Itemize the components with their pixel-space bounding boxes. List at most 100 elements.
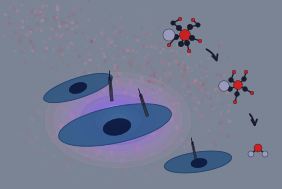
- Point: [146, 80, 150, 83]
- Point: [88, 52, 92, 55]
- Point: [150, 90, 155, 93]
- Point: [109, 153, 114, 156]
- Polygon shape: [191, 138, 193, 145]
- Point: [108, 179, 113, 182]
- Point: [214, 98, 218, 101]
- Point: [179, 74, 184, 77]
- Point: [185, 66, 189, 69]
- Point: [144, 174, 148, 177]
- Point: [141, 32, 145, 35]
- Point: [101, 52, 105, 55]
- Ellipse shape: [45, 73, 191, 167]
- Point: [30, 7, 35, 10]
- Point: [70, 77, 74, 81]
- Point: [193, 78, 197, 81]
- Ellipse shape: [89, 101, 147, 139]
- Point: [54, 133, 59, 136]
- Point: [203, 88, 207, 91]
- Point: [58, 36, 62, 39]
- Point: [34, 21, 39, 24]
- Point: [63, 157, 67, 160]
- Point: [49, 93, 54, 96]
- Point: [142, 89, 147, 92]
- Point: [110, 40, 114, 43]
- Point: [126, 31, 131, 34]
- Point: [68, 32, 73, 35]
- Polygon shape: [138, 89, 142, 98]
- Point: [160, 145, 165, 148]
- Point: [39, 18, 43, 21]
- Point: [137, 88, 142, 91]
- Point: [29, 9, 34, 12]
- Point: [120, 93, 124, 96]
- Point: [103, 59, 108, 62]
- Point: [74, 30, 78, 33]
- Point: [163, 70, 167, 73]
- Point: [64, 23, 68, 26]
- Point: [25, 10, 30, 13]
- Point: [215, 87, 219, 90]
- Circle shape: [233, 100, 237, 104]
- Point: [143, 89, 147, 92]
- Point: [74, 108, 78, 112]
- Point: [217, 44, 221, 47]
- Point: [61, 4, 66, 7]
- Point: [49, 64, 53, 67]
- Circle shape: [248, 151, 254, 157]
- Point: [209, 104, 213, 107]
- Point: [166, 93, 170, 96]
- Point: [147, 174, 152, 177]
- Point: [152, 80, 157, 83]
- Point: [227, 99, 231, 102]
- Point: [15, 25, 19, 28]
- Point: [80, 59, 85, 62]
- Point: [51, 47, 56, 50]
- Circle shape: [189, 35, 195, 41]
- Point: [26, 30, 30, 33]
- Point: [23, 34, 28, 37]
- Circle shape: [219, 81, 229, 91]
- Point: [60, 11, 64, 14]
- Point: [74, 6, 78, 9]
- Point: [50, 32, 55, 35]
- Point: [111, 177, 116, 180]
- Point: [156, 82, 160, 85]
- Point: [105, 56, 110, 59]
- Point: [209, 143, 214, 146]
- Point: [119, 84, 124, 88]
- Point: [160, 88, 165, 91]
- Ellipse shape: [69, 82, 87, 94]
- Point: [28, 39, 32, 42]
- Point: [149, 27, 153, 30]
- Point: [84, 47, 88, 50]
- Point: [117, 25, 121, 28]
- Point: [132, 157, 136, 160]
- Point: [153, 70, 158, 73]
- Point: [144, 143, 149, 146]
- Point: [114, 74, 119, 77]
- Point: [89, 61, 94, 64]
- Point: [62, 21, 66, 24]
- Point: [47, 36, 52, 40]
- Point: [149, 32, 153, 35]
- Point: [184, 139, 188, 142]
- Point: [11, 49, 16, 52]
- Point: [182, 68, 186, 71]
- Point: [18, 130, 23, 133]
- Point: [118, 28, 122, 31]
- Point: [62, 157, 67, 160]
- Point: [32, 13, 37, 16]
- Point: [208, 143, 213, 146]
- Point: [56, 92, 60, 95]
- Point: [184, 70, 189, 73]
- Point: [206, 128, 210, 131]
- Circle shape: [184, 40, 190, 46]
- Point: [215, 73, 219, 76]
- Point: [182, 85, 186, 88]
- Point: [87, 58, 92, 61]
- Point: [111, 32, 116, 35]
- Point: [122, 91, 127, 94]
- Point: [118, 50, 123, 53]
- Point: [150, 165, 154, 168]
- Point: [73, 31, 78, 34]
